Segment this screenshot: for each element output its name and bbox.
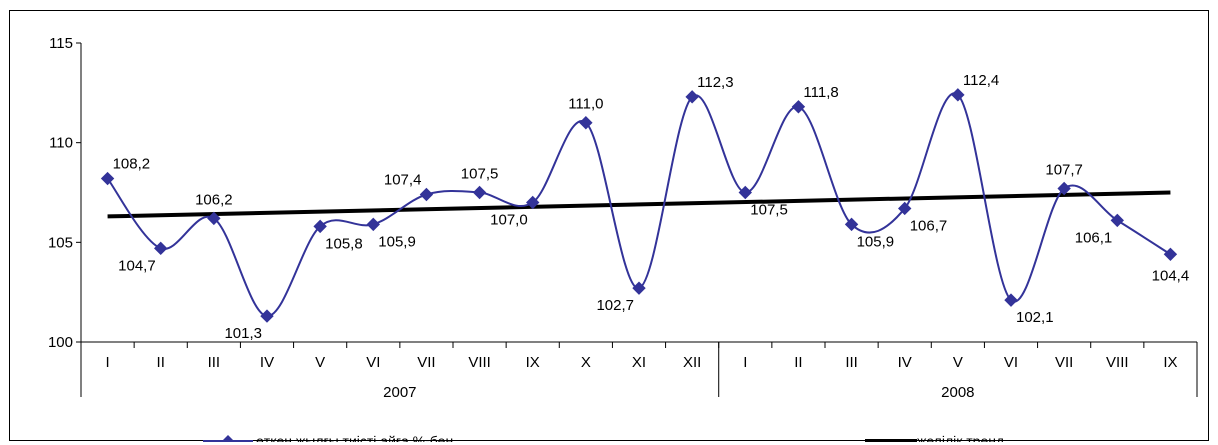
- data-point-marker: [1110, 213, 1124, 228]
- data-label: 107,0: [490, 211, 528, 228]
- data-point-marker: [632, 281, 646, 295]
- x-tick-label: II: [157, 354, 165, 371]
- data-point-marker: [526, 195, 540, 210]
- y-tick-label: 100: [48, 334, 73, 351]
- x-tick-label: IX: [526, 354, 540, 371]
- data-point-marker: [791, 100, 806, 114]
- y-tick-label: 115: [49, 35, 73, 52]
- axes: [76, 42, 1198, 348]
- data-point-marker: [1163, 247, 1178, 262]
- data-label: 106,1: [1075, 229, 1113, 246]
- data-label: 106,7: [910, 217, 948, 234]
- x-tick-label: IX: [1163, 354, 1177, 371]
- data-label: 104,7: [118, 257, 156, 274]
- data-markers: [100, 88, 1178, 323]
- x-tick-label: III: [845, 354, 858, 371]
- x-tick-label: IV: [898, 354, 912, 371]
- data-label: 107,5: [461, 166, 499, 183]
- group-label: 2008: [941, 384, 974, 401]
- data-label: 108,2: [113, 156, 151, 173]
- data-label: 102,1: [1016, 309, 1054, 326]
- x-tick-label: V: [953, 354, 963, 371]
- data-point-marker: [207, 211, 221, 226]
- x-tick-label: VIII: [468, 354, 491, 371]
- y-tick-label: 105: [48, 234, 73, 251]
- data-label: 101,3: [224, 325, 262, 342]
- data-point-marker: [100, 171, 115, 186]
- data-label: 111,0: [568, 96, 603, 113]
- series-line: [106, 92, 1171, 318]
- data-point-marker: [366, 217, 380, 232]
- data-label: 112,4: [963, 72, 999, 89]
- data-label: 107,4: [384, 171, 422, 188]
- legend: өткен жылғы тиісті айға %-бен желілік тр…: [203, 433, 1004, 442]
- data-label: 107,7: [1045, 162, 1083, 179]
- x-axis-labels: I II III IV V VI VII VIII IX X XI XII I II III IV V VI VII…: [105, 354, 1177, 371]
- x-tick-label: X: [581, 354, 591, 371]
- data-label: 107,5: [750, 202, 788, 219]
- legend-series-marker: [222, 435, 234, 442]
- data-point-marker: [844, 217, 859, 232]
- x-tick-label: I: [105, 354, 109, 371]
- data-point-marker: [898, 201, 912, 216]
- y-axis-labels: 100 105 110 115: [48, 35, 73, 351]
- x-tick-label: XI: [632, 354, 646, 371]
- data-label: 105,9: [857, 233, 895, 250]
- data-point-marker: [472, 185, 487, 200]
- x-tick-label: V: [315, 354, 325, 371]
- data-label: 106,2: [195, 191, 233, 208]
- data-labels: 108,2 104,7 106,2 101,3 105,8 105,9 107,4 107,5…: [113, 72, 1190, 342]
- data-point-marker: [313, 219, 327, 234]
- x-tick-label: I: [743, 354, 747, 371]
- x-axis-groups: 2007 2008: [80, 342, 1198, 401]
- x-tick-label: XII: [683, 354, 701, 371]
- data-point-marker: [419, 187, 434, 202]
- data-label: 102,7: [596, 297, 634, 314]
- x-tick-label: VII: [1055, 354, 1073, 371]
- group-label: 2007: [383, 384, 416, 401]
- x-tick-label: VII: [417, 354, 435, 371]
- data-label: 111,8: [803, 84, 838, 101]
- x-tick-label: VI: [1004, 354, 1018, 371]
- y-tick-label: 110: [49, 135, 73, 152]
- data-point-marker: [738, 185, 752, 200]
- data-point-marker: [579, 116, 593, 130]
- data-point-marker: [260, 309, 274, 323]
- x-tick-label: VIII: [1106, 354, 1129, 371]
- legend-trend-label: желілік тренд: [917, 433, 1004, 442]
- data-label: 112,3: [697, 74, 733, 91]
- data-point-marker: [154, 241, 168, 256]
- data-point-marker: [951, 88, 965, 102]
- data-point-marker: [1057, 181, 1071, 196]
- x-tick-label: IV: [260, 354, 274, 371]
- x-tick-label: II: [794, 354, 802, 371]
- data-label: 105,8: [325, 235, 363, 252]
- data-label: 104,4: [1152, 267, 1190, 284]
- x-tick-label: VI: [366, 354, 380, 371]
- x-tick-label: III: [208, 354, 221, 371]
- data-point-marker: [685, 90, 699, 104]
- chart-frame: 100 105 110 115 I II III IV V VI VII VIII IX X XI XII I…: [9, 10, 1209, 442]
- legend-series-label: өткен жылғы тиісті айға %-бен: [256, 433, 453, 442]
- data-point-marker: [1004, 293, 1018, 307]
- data-label: 105,9: [378, 233, 416, 250]
- trend-line: [107, 190, 1171, 219]
